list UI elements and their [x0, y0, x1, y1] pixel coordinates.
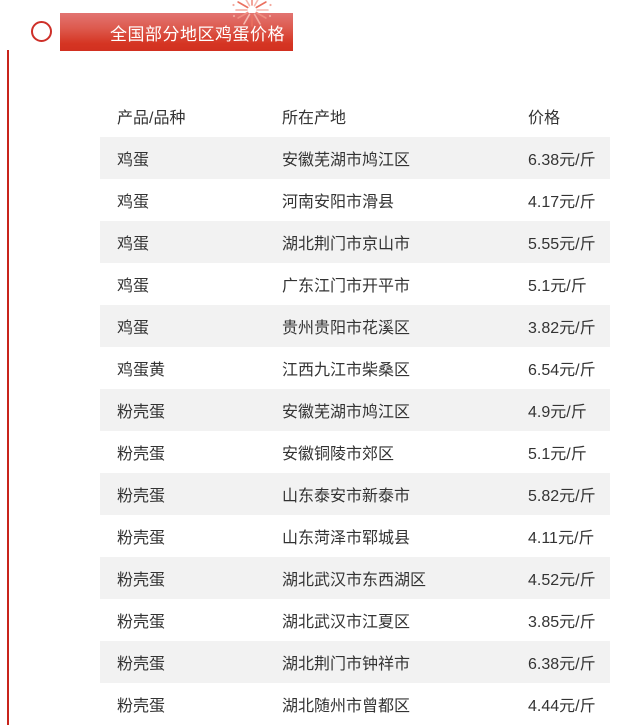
table-row: 粉壳蛋 安徽芜湖市鸠江区 4.9元/斤 — [100, 389, 610, 431]
cell-product: 粉壳蛋 — [117, 656, 166, 673]
cell-product: 粉壳蛋 — [117, 614, 166, 631]
table-body: 鸡蛋 安徽芜湖市鸠江区 6.38元/斤 鸡蛋 河南安阳市滑县 4.17元/斤 鸡… — [100, 137, 610, 725]
table-header-row: 产品/品种 所在产地 价格 — [100, 95, 610, 137]
table-row: 粉壳蛋 湖北随州市曾都区 4.44元/斤 — [100, 683, 610, 725]
table-row: 鸡蛋 贵州贵阳市花溪区 3.82元/斤 — [100, 305, 610, 347]
table-row: 粉壳蛋 山东菏泽市郓城县 4.11元/斤 — [100, 515, 610, 557]
cell-product: 粉壳蛋 — [117, 530, 166, 547]
cell-origin: 湖北武汉市江夏区 — [282, 614, 411, 631]
cell-product: 鸡蛋 — [117, 320, 150, 337]
cell-price: 6.38元/斤 — [528, 152, 596, 169]
col-header-price: 价格 — [528, 110, 561, 127]
cell-product: 粉壳蛋 — [117, 572, 166, 589]
cell-origin: 贵州贵阳市花溪区 — [282, 320, 411, 337]
cell-product: 鸡蛋 — [117, 152, 150, 169]
table-row: 粉壳蛋 山东泰安市新泰市 5.82元/斤 — [100, 473, 610, 515]
cell-product: 粉壳蛋 — [117, 446, 166, 463]
timeline-circle-icon — [31, 21, 52, 42]
cell-product: 粉壳蛋 — [117, 404, 166, 421]
cell-origin: 山东泰安市新泰市 — [282, 488, 411, 505]
table-row: 鸡蛋黄 江西九江市柴桑区 6.54元/斤 — [100, 347, 610, 389]
cell-product: 鸡蛋黄 — [117, 362, 166, 379]
cell-price: 4.9元/斤 — [528, 404, 587, 421]
cell-origin: 江西九江市柴桑区 — [282, 362, 411, 379]
cell-price: 4.44元/斤 — [528, 698, 596, 715]
cell-product: 鸡蛋 — [117, 194, 150, 211]
section-title: 全国部分地区鸡蛋价格 — [110, 24, 285, 44]
cell-origin: 山东菏泽市郓城县 — [282, 530, 411, 547]
cell-origin: 湖北荆门市钟祥市 — [282, 656, 411, 673]
cell-price: 5.1元/斤 — [528, 446, 587, 463]
table-row: 粉壳蛋 湖北武汉市江夏区 3.85元/斤 — [100, 599, 610, 641]
cell-price: 6.54元/斤 — [528, 362, 596, 379]
table-row: 粉壳蛋 湖北荆门市钟祥市 6.38元/斤 — [100, 641, 610, 683]
cell-origin: 安徽铜陵市郊区 — [282, 446, 395, 463]
cell-price: 4.52元/斤 — [528, 572, 596, 589]
table-row: 鸡蛋 湖北荆门市京山市 5.55元/斤 — [100, 221, 610, 263]
cell-origin: 湖北随州市曾都区 — [282, 698, 411, 715]
cell-origin: 湖北荆门市京山市 — [282, 236, 411, 253]
cell-product: 鸡蛋 — [117, 236, 150, 253]
table-row: 粉壳蛋 安徽铜陵市郊区 5.1元/斤 — [100, 431, 610, 473]
cell-price: 4.11元/斤 — [528, 530, 595, 547]
cell-price: 4.17元/斤 — [528, 194, 596, 211]
cell-price: 3.85元/斤 — [528, 614, 596, 631]
table-row: 鸡蛋 河南安阳市滑县 4.17元/斤 — [100, 179, 610, 221]
cell-product: 粉壳蛋 — [117, 488, 166, 505]
section-header-banner: 全国部分地区鸡蛋价格 — [60, 13, 293, 51]
cell-origin: 广东江门市开平市 — [282, 278, 411, 295]
col-header-origin: 所在产地 — [282, 110, 347, 127]
cell-origin: 安徽芜湖市鸠江区 — [282, 152, 411, 169]
table-row: 鸡蛋 广东江门市开平市 5.1元/斤 — [100, 263, 610, 305]
cell-price: 6.38元/斤 — [528, 656, 596, 673]
cell-price: 5.82元/斤 — [528, 488, 596, 505]
cell-origin: 安徽芜湖市鸠江区 — [282, 404, 411, 421]
cell-product: 粉壳蛋 — [117, 698, 166, 715]
cell-origin: 河南安阳市滑县 — [282, 194, 395, 211]
col-header-product: 产品/品种 — [117, 110, 186, 127]
table-row: 鸡蛋 安徽芜湖市鸠江区 6.38元/斤 — [100, 137, 610, 179]
cell-price: 5.1元/斤 — [528, 278, 587, 295]
price-table: 产品/品种 所在产地 价格 鸡蛋 安徽芜湖市鸠江区 6.38元/斤 鸡蛋 河南安… — [100, 95, 610, 725]
cell-product: 鸡蛋 — [117, 278, 150, 295]
cell-origin: 湖北武汉市东西湖区 — [282, 572, 427, 589]
cell-price: 3.82元/斤 — [528, 320, 596, 337]
timeline-line — [7, 50, 9, 725]
cell-price: 5.55元/斤 — [528, 236, 596, 253]
table-row: 粉壳蛋 湖北武汉市东西湖区 4.52元/斤 — [100, 557, 610, 599]
